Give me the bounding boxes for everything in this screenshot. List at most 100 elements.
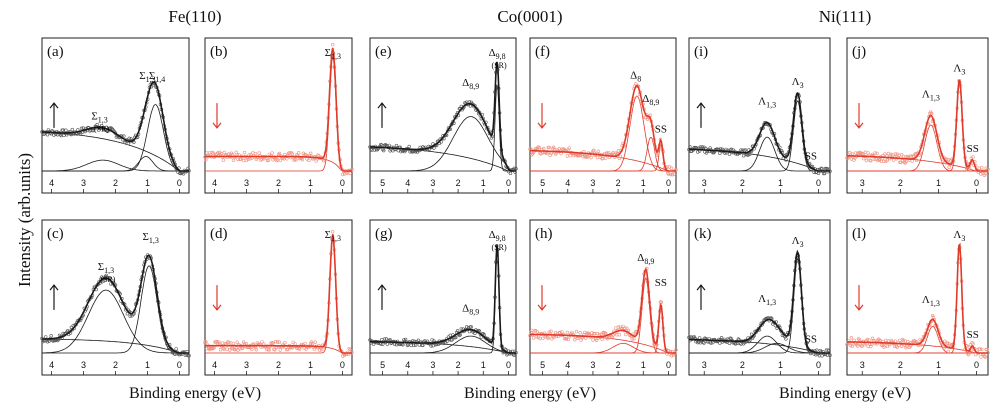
peak-label: Σ1,3 [325,47,341,61]
data-point [235,340,239,344]
data-point [578,331,582,335]
panel-frame [369,37,517,194]
x-tick-label: 0 [340,178,345,188]
x-tick-label: 1 [145,178,150,188]
peak-label: SS [655,277,667,289]
data-point [547,330,551,334]
peak-label: Δ8,9 [642,93,659,107]
data-point [370,148,374,152]
panel-label: (h) [535,226,553,242]
data-point [893,152,898,156]
data-point [429,344,433,348]
data-point [294,158,298,162]
data-point [297,347,302,351]
data-point [221,346,226,350]
data-point [218,348,223,352]
data-point [822,171,827,176]
data-point [341,354,345,358]
x-tick-label: 0 [506,360,511,370]
data-point [46,128,51,132]
data-point [391,149,395,153]
x-tick-label: 2 [113,360,118,370]
spin-down-arrow-icon [854,285,864,311]
peak-label: Σ1,3 [98,261,114,275]
data-point [852,158,856,162]
x-tick-label: 5 [380,360,385,370]
spin-down-arrow-icon [212,285,222,311]
data-point [43,335,48,339]
data-point [565,330,570,335]
data-point [980,347,984,351]
data-point [49,334,53,338]
fit-curve [530,84,676,172]
data-point [617,156,622,161]
data-point [565,154,570,158]
peak-label: Λ3 [792,235,804,249]
data-point [95,122,99,127]
x-label-1: Binding energy (eV) [464,385,596,402]
x-tick-label: 4 [405,178,410,188]
data-point [914,340,919,344]
x-tick-label: 1 [481,178,486,188]
data-point [467,329,472,334]
data-point [659,300,664,304]
data-point [624,326,629,330]
data-points [845,78,990,177]
data-point [388,338,392,342]
data-point [412,343,416,348]
data-point [122,134,126,138]
data-point [242,150,247,155]
data-point [816,171,821,176]
data-point [828,353,832,357]
data-point [277,151,282,156]
data-point [616,149,621,153]
panel-l: 3 2 1 0 (l) Λ3 Λ1,3 SS [845,219,990,376]
data-point [654,344,658,349]
data-point [297,151,301,155]
data-point [547,145,551,150]
peak-label: Δ8 [630,70,641,84]
spin-up-arrow-icon [696,102,706,128]
panel-label: (e) [375,44,392,60]
x-tick-label: 5 [380,178,385,188]
data-point [943,339,947,343]
data-point [79,126,84,131]
data-point [913,339,917,343]
data-point [275,340,280,344]
x-tick-label: 2 [898,360,903,370]
data-point [231,158,236,163]
data-point [602,330,606,335]
x-tick-label: 3 [81,178,86,188]
data-point [727,341,732,346]
x-tick-label: 5 [540,178,545,188]
data-point [577,154,581,158]
data-point [942,346,946,351]
data-point [122,140,127,145]
panel-label: (f) [535,44,550,60]
panel-label: (k) [694,226,712,242]
data-point [431,344,435,348]
data-point [229,341,233,345]
peak-label: Σ1,3 [139,70,155,84]
fit-curve [42,254,189,354]
fit-curve [205,234,352,354]
data-point [947,165,951,169]
data-point [409,343,413,348]
component-curve-0 [42,265,189,354]
data-point [743,148,748,152]
data-point [250,347,254,352]
spin-up-arrow-icon [49,284,59,310]
data-point [941,159,945,164]
component-curve-1 [370,116,516,172]
x-tick-label: 2 [276,360,281,370]
peak-label-note: (SR) [100,275,115,284]
fit-curve [530,267,676,354]
data-point [227,341,231,345]
data-point [401,343,405,347]
x-tick-label: 3 [860,360,865,370]
x-tick-label: 3 [81,360,86,370]
data-point [984,166,988,170]
data-point [211,346,216,351]
peak-label: Σ1,3 [325,229,341,243]
peak-label: Λ3 [792,76,804,90]
